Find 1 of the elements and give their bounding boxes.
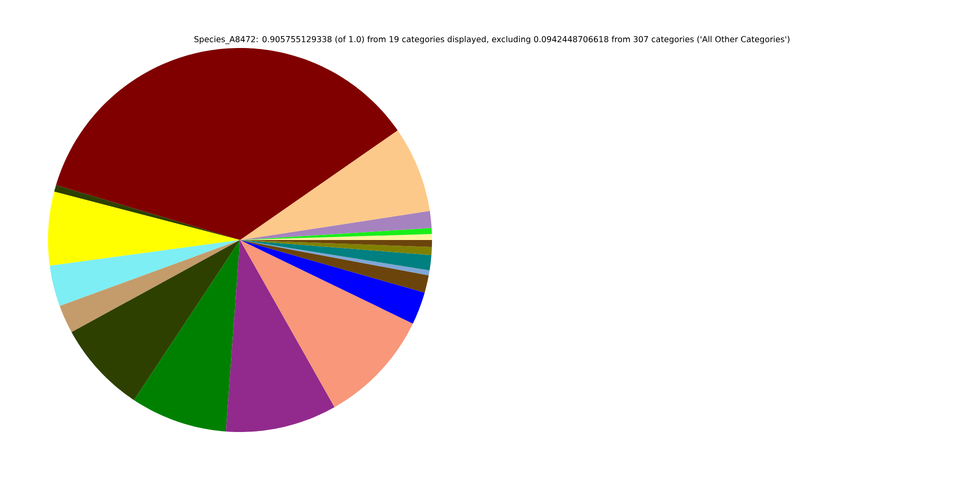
text: Species_A8472: 0.905755129338 (of 1.0) from 19 categories displayed, excluding 0.0942448706618 from 307 categories ('All Other Categories') — [194, 36, 790, 44]
